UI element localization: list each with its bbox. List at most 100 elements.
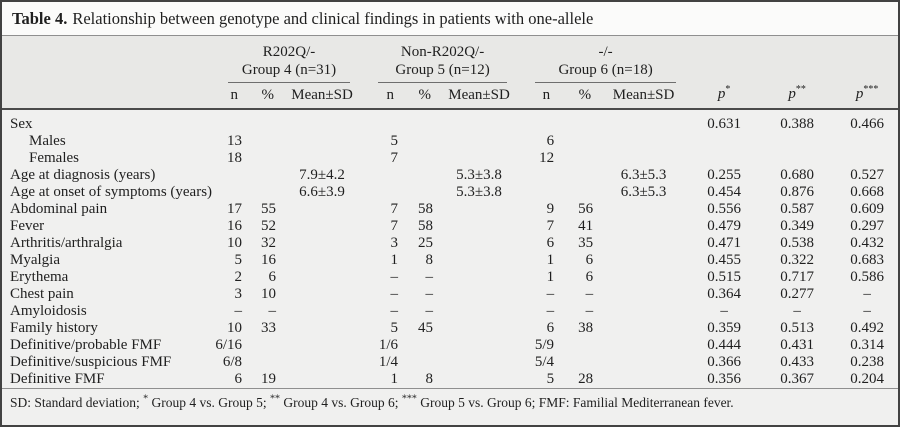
cell-mean <box>597 133 690 150</box>
row-label: Amyloidosis <box>10 303 87 319</box>
cell-mean <box>597 337 690 354</box>
cell-pct <box>404 184 437 201</box>
cell-mean <box>437 371 521 388</box>
cell-p: 0.297 <box>850 218 884 234</box>
cell-mean <box>280 337 364 354</box>
cell-p: – <box>793 303 801 319</box>
cell-mean <box>437 303 521 320</box>
cell-p <box>758 133 836 150</box>
cell-n: 5 <box>546 371 555 387</box>
table-header: R202Q/- Group 4 (n=31) Non-R202Q/- Group… <box>2 36 898 110</box>
p-triple-star-header: p*** <box>836 36 898 110</box>
group-4-header: R202Q/- Group 4 (n=31) <box>214 36 365 83</box>
cell-mean <box>280 371 364 388</box>
table-row: Age at onset of symptoms (years) 6.6±3.9 5… <box>2 184 898 201</box>
cell-mean <box>280 218 364 235</box>
row-label: Abdominal pain <box>10 201 108 217</box>
table-row: Males 13 5 6 <box>2 133 898 150</box>
cell-n: 5 <box>390 133 399 149</box>
cell-n <box>214 109 248 133</box>
cell-p: 0.455 <box>707 252 741 268</box>
cell-n: 1 <box>390 371 399 387</box>
cell-pct: – <box>425 269 434 285</box>
cell-pct: 32 <box>261 235 276 251</box>
cell-p: 0.388 <box>780 116 814 132</box>
table-body: Sex 0.631 0.388 0.466 Males 13 5 6 Females 18 7 12 A… <box>2 109 898 388</box>
group-4-label: Group 4 (n=31) <box>241 62 337 78</box>
cell-p: – <box>863 286 871 302</box>
cell-p: 0.466 <box>850 116 884 132</box>
cell-p: 0.359 <box>707 320 741 336</box>
cell-n: 5/4 <box>534 354 555 370</box>
cell-mean <box>437 133 521 150</box>
cell-pct <box>560 133 597 150</box>
cell-mean <box>597 354 690 371</box>
subcolumn-header-row: n % Mean±SD n % Mean±SD n % Mean±SD <box>2 83 898 110</box>
cell-mean <box>597 201 690 218</box>
cell-pct: 35 <box>578 235 594 251</box>
cell-mean <box>437 252 521 269</box>
table-row: Definitive/suspicious FMF 6/8 1/4 5/4 0.366 0… <box>2 354 898 371</box>
table-row: Myalgia 5 16 1 8 1 6 0.455 0.322 0.683 <box>2 252 898 269</box>
cell-pct: 28 <box>578 371 594 387</box>
cell-mean <box>280 303 364 320</box>
table-row: Arthritis/arthralgia 10 32 3 25 6 35 0.471 0.538… <box>2 235 898 252</box>
corner-cell <box>2 36 214 110</box>
cell-p: 0.717 <box>780 269 814 285</box>
cell-n: 10 <box>227 320 242 336</box>
cell-p: 0.538 <box>780 235 814 251</box>
cell-pct: – <box>585 286 594 302</box>
cell-pct: – <box>268 303 277 319</box>
g6-mean-header: Mean±SD <box>597 83 691 110</box>
row-label: Age at onset of symptoms (years) <box>10 184 213 200</box>
cell-mean: 6.3±5.3 <box>620 184 667 200</box>
cell-pct <box>560 337 597 354</box>
cell-mean <box>597 286 690 303</box>
cell-p: 0.471 <box>707 235 741 251</box>
table-row: Amyloidosis – – – – – – – – – <box>2 303 898 320</box>
table-row: Abdominal pain 17 55 7 58 9 56 0.556 0.587 0.609 <box>2 201 898 218</box>
cell-p: 0.238 <box>850 354 884 370</box>
group-5-genotype: Non-R202Q/- <box>400 44 485 60</box>
group-6-label: Group 6 (n=18) <box>558 62 653 78</box>
cell-n: 1 <box>546 269 555 285</box>
cell-mean: 6.3±5.3 <box>620 167 667 183</box>
cell-p: 0.204 <box>850 371 884 387</box>
cell-mean <box>597 320 690 337</box>
row-label: Sex <box>10 116 33 132</box>
cell-mean <box>437 218 521 235</box>
cell-p: 0.454 <box>707 184 741 200</box>
cell-pct: 6 <box>268 269 277 285</box>
cell-p: 0.255 <box>707 167 741 183</box>
table-row: Sex 0.631 0.388 0.466 <box>2 109 898 133</box>
cell-n <box>521 184 560 201</box>
cell-pct <box>404 133 437 150</box>
cell-p: 0.631 <box>707 116 741 132</box>
cell-mean <box>437 320 521 337</box>
cell-p: 0.683 <box>850 252 884 268</box>
cell-p <box>690 133 758 150</box>
footnote: SD: Standard deviation; * Group 4 vs. Gr… <box>2 388 898 411</box>
cell-n: 18 <box>227 150 242 166</box>
cell-mean <box>597 371 690 388</box>
cell-pct <box>560 167 597 184</box>
cell-p: 0.609 <box>850 201 884 217</box>
cell-mean <box>597 303 690 320</box>
cell-mean <box>280 235 364 252</box>
cell-n: – <box>234 303 243 319</box>
cell-n: 6 <box>546 320 555 336</box>
cell-n: – <box>390 269 399 285</box>
cell-p <box>836 150 898 167</box>
group-6-genotype: -/- <box>598 44 613 60</box>
cell-pct <box>248 184 280 201</box>
cell-mean <box>280 133 364 150</box>
cell-n <box>214 167 248 184</box>
cell-p: 0.431 <box>780 337 814 353</box>
cell-p: 0.364 <box>707 286 741 302</box>
cell-pct <box>404 150 437 167</box>
cell-p <box>836 133 898 150</box>
cell-n <box>214 184 248 201</box>
table-number: Table 4. <box>12 9 68 28</box>
cell-pct <box>248 150 280 167</box>
cell-p: 0.680 <box>780 167 814 183</box>
